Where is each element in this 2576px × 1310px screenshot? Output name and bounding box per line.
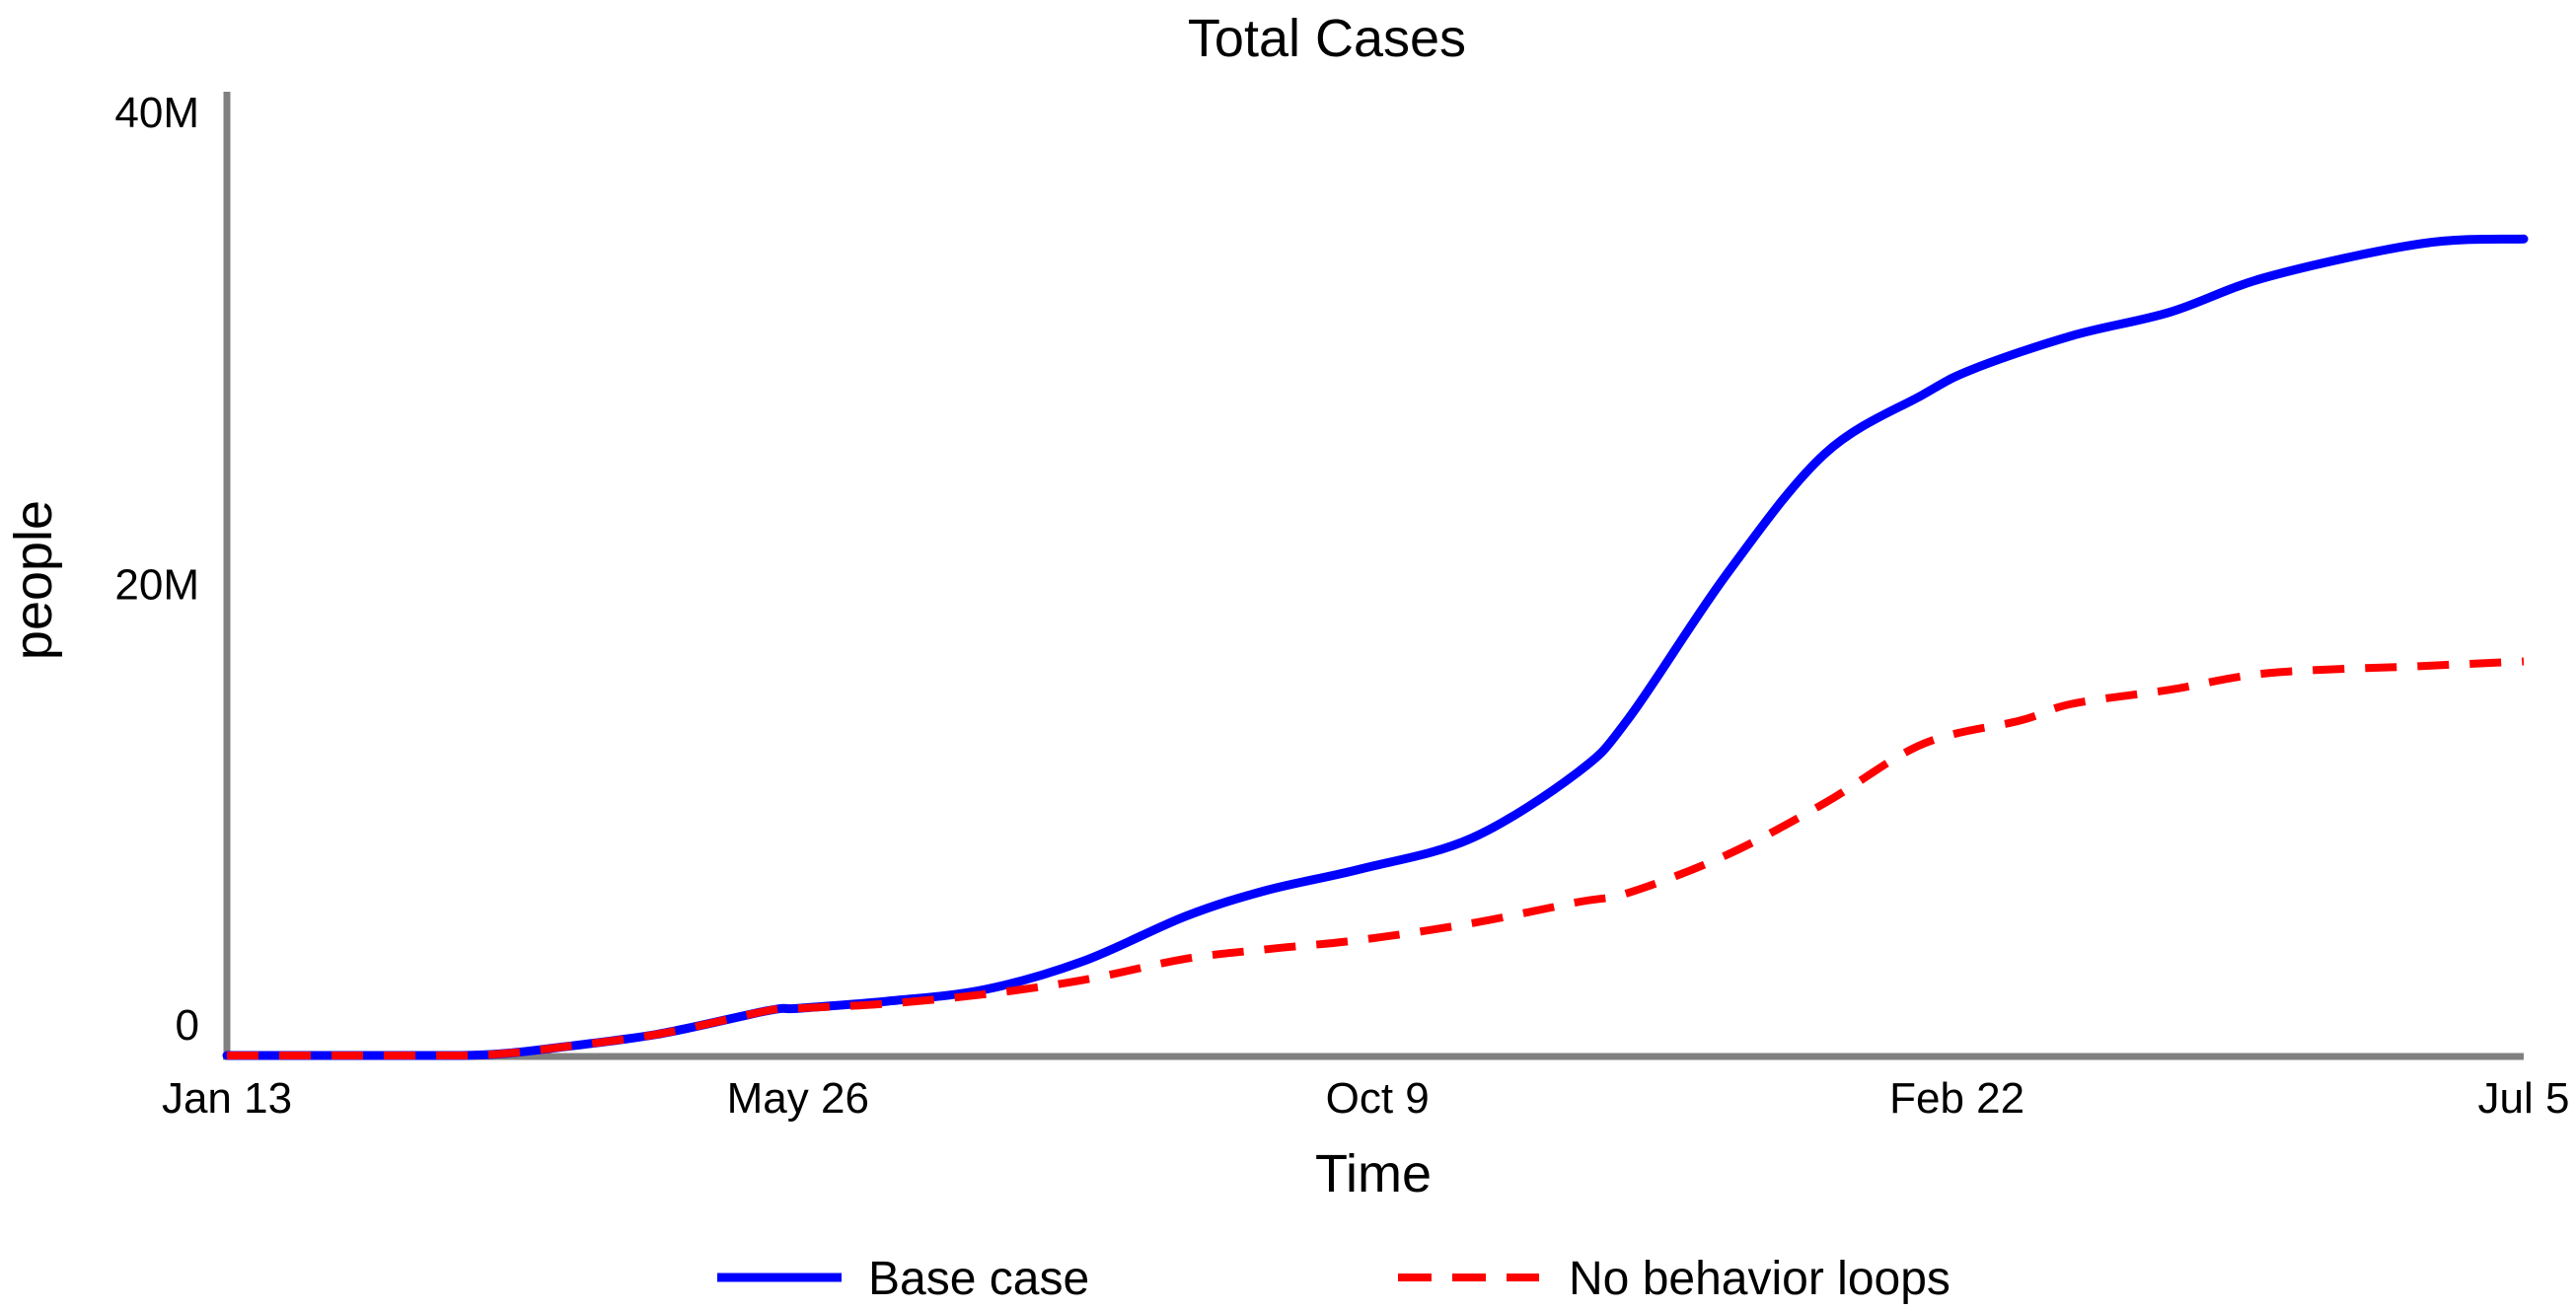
legend-label: No behavior loops <box>1569 1253 1950 1305</box>
x-tick-label: Feb 22 <box>1889 1074 2024 1123</box>
y-tick-labels: 0 20M 40M <box>114 89 199 1050</box>
series-line-base-case <box>222 234 2529 1060</box>
legend: Base case No behavior loops <box>717 1253 1950 1305</box>
x-tick-label: Jul 5 <box>2478 1074 2570 1123</box>
plot-area <box>222 234 2529 1060</box>
chart-title: Total Cases <box>1188 9 1466 68</box>
y-tick-label: 0 <box>176 1001 199 1050</box>
legend-item: Base case <box>717 1253 1089 1305</box>
x-tick-label: May 26 <box>727 1074 869 1123</box>
legend-item: No behavior loops <box>1398 1253 1950 1305</box>
legend-label: Base case <box>868 1253 1089 1305</box>
x-tick-label: Oct 9 <box>1326 1074 1430 1123</box>
y-axis-title: people <box>4 500 63 660</box>
x-axis-title: Time <box>1315 1144 1432 1203</box>
series-line-no-behavior-loops <box>227 657 2525 1060</box>
y-tick-label: 40M <box>114 89 199 137</box>
x-tick-labels: Jan 13 May 26 Oct 9 Feb 22 Jul 5 <box>162 1074 2570 1123</box>
y-tick-label: 20M <box>114 561 199 610</box>
x-tick-label: Jan 13 <box>162 1074 292 1123</box>
